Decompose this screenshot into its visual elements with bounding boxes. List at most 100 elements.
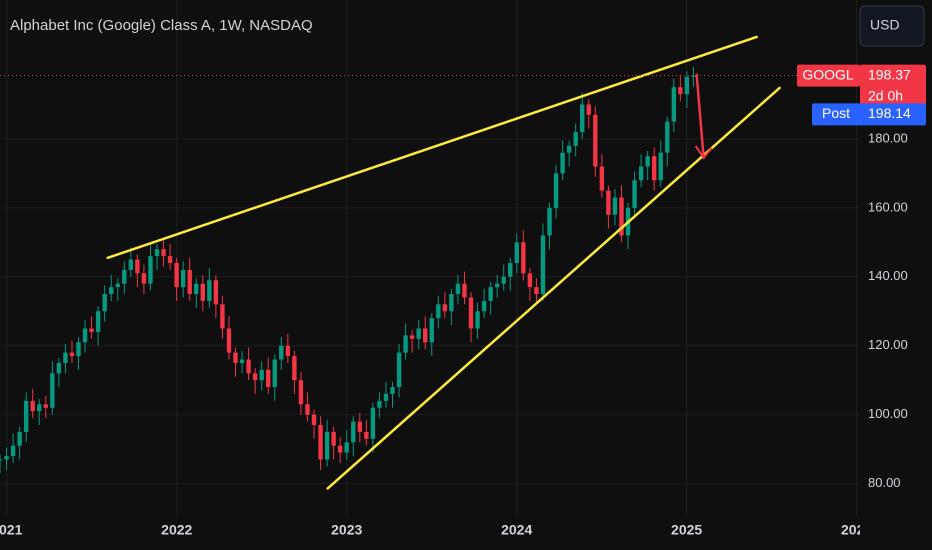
candle-body: [318, 425, 323, 460]
candle-body: [246, 359, 251, 374]
candle-body: [586, 104, 591, 115]
candle-body: [17, 431, 22, 446]
candle-body: [403, 335, 408, 353]
y-tick-label: 140.00: [868, 268, 908, 283]
last-price-badge: [860, 64, 926, 109]
candle-body: [645, 156, 650, 167]
candle-body: [436, 304, 441, 319]
y-tick-label: 100.00: [868, 406, 908, 421]
candle-body: [390, 387, 395, 394]
symbol-label: GOOGL: [802, 66, 854, 82]
candle-body: [285, 345, 291, 357]
countdown-label: 2d 0h: [868, 87, 903, 103]
candle-body: [82, 328, 88, 343]
x-tick-label: 2026: [841, 522, 872, 538]
candle-body: [298, 380, 304, 405]
candle-body: [272, 359, 277, 388]
candle-body: [102, 294, 107, 312]
candle-body: [599, 166, 605, 191]
candle-body: [638, 166, 644, 181]
candle-body: [540, 235, 546, 295]
candle-body: [187, 269, 192, 295]
candle-body: [233, 352, 238, 363]
candle-body: [508, 262, 513, 277]
candle-body: [665, 121, 670, 153]
candle-body: [494, 283, 500, 288]
candle-body: [534, 287, 539, 295]
candle-body: [488, 287, 493, 301]
x-tick-label: 2025: [671, 522, 702, 538]
candle-body: [619, 197, 624, 236]
candle-body: [651, 156, 657, 181]
post-label: Post: [822, 105, 850, 121]
y-tick-label: 180.00: [868, 130, 908, 145]
candle-body: [462, 283, 467, 298]
y-tick-label: 160.00: [868, 199, 908, 214]
candle-body: [95, 311, 101, 332]
candle-body: [442, 304, 448, 312]
candle-body: [50, 373, 55, 408]
candle-body: [30, 400, 35, 412]
currency-label[interactable]: USD: [870, 17, 900, 33]
time-axis: 2021 2022 2023 2024 2025 2026: [0, 522, 872, 538]
y-tick-label: 80.00: [868, 475, 901, 490]
upper-trendline: [106, 35, 758, 260]
candle-body: [593, 114, 598, 167]
candle-body: [566, 145, 572, 153]
candle-body: [43, 404, 48, 408]
candle-body: [423, 328, 428, 343]
arrow-head: [694, 145, 713, 160]
candle-body: [691, 75, 696, 77]
candle-body: [89, 328, 94, 332]
x-tick-label: 2023: [331, 522, 362, 538]
candle-body: [76, 342, 81, 357]
candle-body: [409, 335, 415, 339]
candle-body: [207, 280, 212, 301]
currency-button[interactable]: [859, 5, 925, 47]
candle-body: [305, 404, 310, 415]
x-tick-label: 2021: [0, 522, 23, 538]
candle-body: [364, 431, 369, 439]
candle-body: [396, 352, 402, 388]
candle-body: [279, 345, 284, 360]
candle-body: [475, 311, 480, 329]
chart-title: Alphabet Inc (Google) Class A, 1W, NASDA…: [10, 17, 313, 34]
candle-body: [10, 445, 16, 457]
x-tick-label: 2024: [501, 522, 532, 538]
candle-body: [194, 283, 199, 295]
candle-body: [161, 249, 166, 257]
candle-body: [553, 173, 559, 208]
candle-body: [148, 256, 153, 284]
candle-body: [344, 442, 349, 453]
arrow: [695, 73, 705, 160]
candle-body: [141, 273, 147, 284]
candle-body: [357, 421, 363, 432]
candle-body: [351, 421, 356, 443]
candle-body: [521, 242, 526, 274]
candle-body: [573, 132, 578, 146]
candle-body: [580, 104, 585, 133]
candle-body: [684, 76, 690, 95]
candle-body: [514, 242, 520, 263]
candle-body: [449, 294, 454, 312]
candle-body: [56, 362, 62, 374]
candle-body: [122, 269, 127, 284]
candle-body: [383, 393, 389, 401]
candle-body: [658, 152, 663, 181]
last-price-label: 198.37: [868, 66, 911, 82]
candle-body: [115, 283, 120, 288]
candle-body: [324, 431, 330, 460]
candle-body: [174, 262, 179, 288]
candle-body: [200, 283, 205, 301]
candle-body: [239, 359, 245, 363]
candle-body: [481, 300, 487, 312]
candle-body: [220, 304, 225, 329]
candle-body: [370, 407, 376, 439]
candle-body: [109, 287, 114, 295]
candle-body: [128, 259, 134, 270]
post-price-label: 198.14: [868, 105, 911, 121]
candle-body: [167, 256, 173, 263]
price-labels: GOOGL 198.37 2d 0h Post 198.14: [797, 64, 926, 126]
